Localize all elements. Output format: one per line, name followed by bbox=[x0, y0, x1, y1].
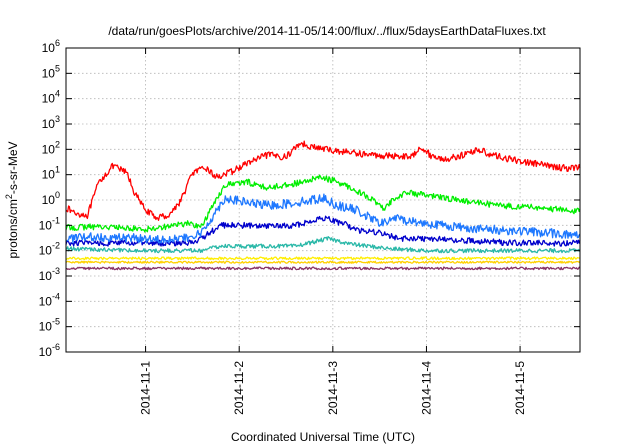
x-axis-label: Coordinated Universal Time (UTC) bbox=[231, 430, 415, 444]
y-tick-exponent: 2 bbox=[55, 139, 60, 149]
x-tick-label: 2014-11-3 bbox=[326, 361, 340, 415]
y-label-rest: -s-sr-MeV bbox=[6, 141, 20, 194]
y-tick-base: 10 bbox=[42, 193, 56, 207]
y-tick-base: 10 bbox=[42, 142, 56, 156]
y-tick-base: 10 bbox=[42, 117, 56, 131]
y-tick-label: 103 bbox=[42, 114, 60, 131]
y-tick-base: 10 bbox=[42, 168, 56, 182]
flux-series-line bbox=[65, 266, 581, 271]
y-tick-label: 101 bbox=[42, 165, 60, 182]
y-tick-exponent: 0 bbox=[55, 190, 60, 200]
y-tick-label: 104 bbox=[42, 89, 60, 106]
y-label-sup: 2 bbox=[4, 194, 14, 199]
x-axis-ticks: 2014-11-1 2014-11-2 2014-11-3 2014-11-4 2014… bbox=[139, 48, 527, 415]
y-tick-label: 105 bbox=[42, 63, 60, 80]
chart-title: /data/run/goesPlots/archive/2014-11-05/1… bbox=[108, 24, 546, 38]
flux-series-line bbox=[65, 260, 581, 264]
y-tick-label: 10-6 bbox=[39, 342, 60, 359]
x-tick-label: 2014-11-1 bbox=[139, 361, 153, 415]
y-tick-label: 10-3 bbox=[39, 266, 60, 283]
y-tick-label: 10-1 bbox=[39, 215, 60, 232]
y-tick-base: 10 bbox=[39, 269, 53, 283]
y-tick-base: 10 bbox=[39, 218, 53, 232]
y-tick-base: 10 bbox=[39, 294, 53, 308]
y-tick-label: 10-5 bbox=[39, 317, 60, 334]
y-axis-label: protons/cm2-s-sr-MeV bbox=[4, 141, 20, 258]
y-tick-label: 10-4 bbox=[39, 291, 60, 308]
y-tick-label: 100 bbox=[42, 190, 60, 207]
y-tick-label: 106 bbox=[42, 38, 60, 55]
y-tick-exponent: -4 bbox=[52, 291, 60, 301]
data-series bbox=[65, 140, 581, 271]
y-tick-exponent: -3 bbox=[52, 266, 60, 276]
y-tick-base: 10 bbox=[42, 92, 56, 106]
y-tick-base: 10 bbox=[39, 320, 53, 334]
y-tick-label: 10-2 bbox=[39, 241, 60, 258]
x-tick-label: 2014-11-4 bbox=[419, 361, 433, 415]
flux-series-line bbox=[65, 140, 581, 221]
y-tick-base: 10 bbox=[42, 66, 56, 80]
y-tick-exponent: 4 bbox=[55, 89, 60, 99]
y-tick-base: 10 bbox=[39, 345, 53, 359]
y-tick-exponent: -2 bbox=[52, 241, 60, 251]
y-axis-ticks: 10-610-510-410-310-210-11001011021031041… bbox=[39, 38, 580, 359]
flux-series-line bbox=[65, 256, 581, 261]
y-tick-exponent: 6 bbox=[55, 38, 60, 48]
y-tick-exponent: 5 bbox=[55, 63, 60, 73]
y-tick-exponent: -1 bbox=[52, 215, 60, 225]
y-tick-exponent: -6 bbox=[52, 342, 60, 352]
flux-series-line bbox=[65, 235, 581, 254]
y-tick-base: 10 bbox=[39, 244, 53, 258]
y-tick-exponent: -5 bbox=[52, 317, 60, 327]
y-label-base: protons/cm bbox=[6, 199, 20, 258]
y-tick-base: 10 bbox=[42, 41, 56, 55]
y-tick-exponent: 3 bbox=[55, 114, 60, 124]
flux-series-line bbox=[65, 174, 581, 233]
x-tick-label: 2014-11-2 bbox=[232, 361, 246, 415]
x-tick-label: 2014-11-5 bbox=[513, 361, 527, 415]
y-tick-label: 102 bbox=[42, 139, 60, 156]
y-tick-exponent: 1 bbox=[55, 165, 60, 175]
flux-series-line bbox=[65, 193, 581, 244]
